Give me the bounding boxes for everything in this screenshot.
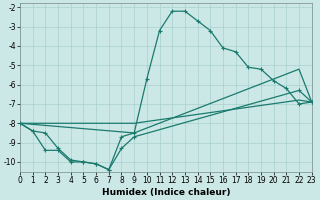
X-axis label: Humidex (Indice chaleur): Humidex (Indice chaleur) bbox=[102, 188, 230, 197]
